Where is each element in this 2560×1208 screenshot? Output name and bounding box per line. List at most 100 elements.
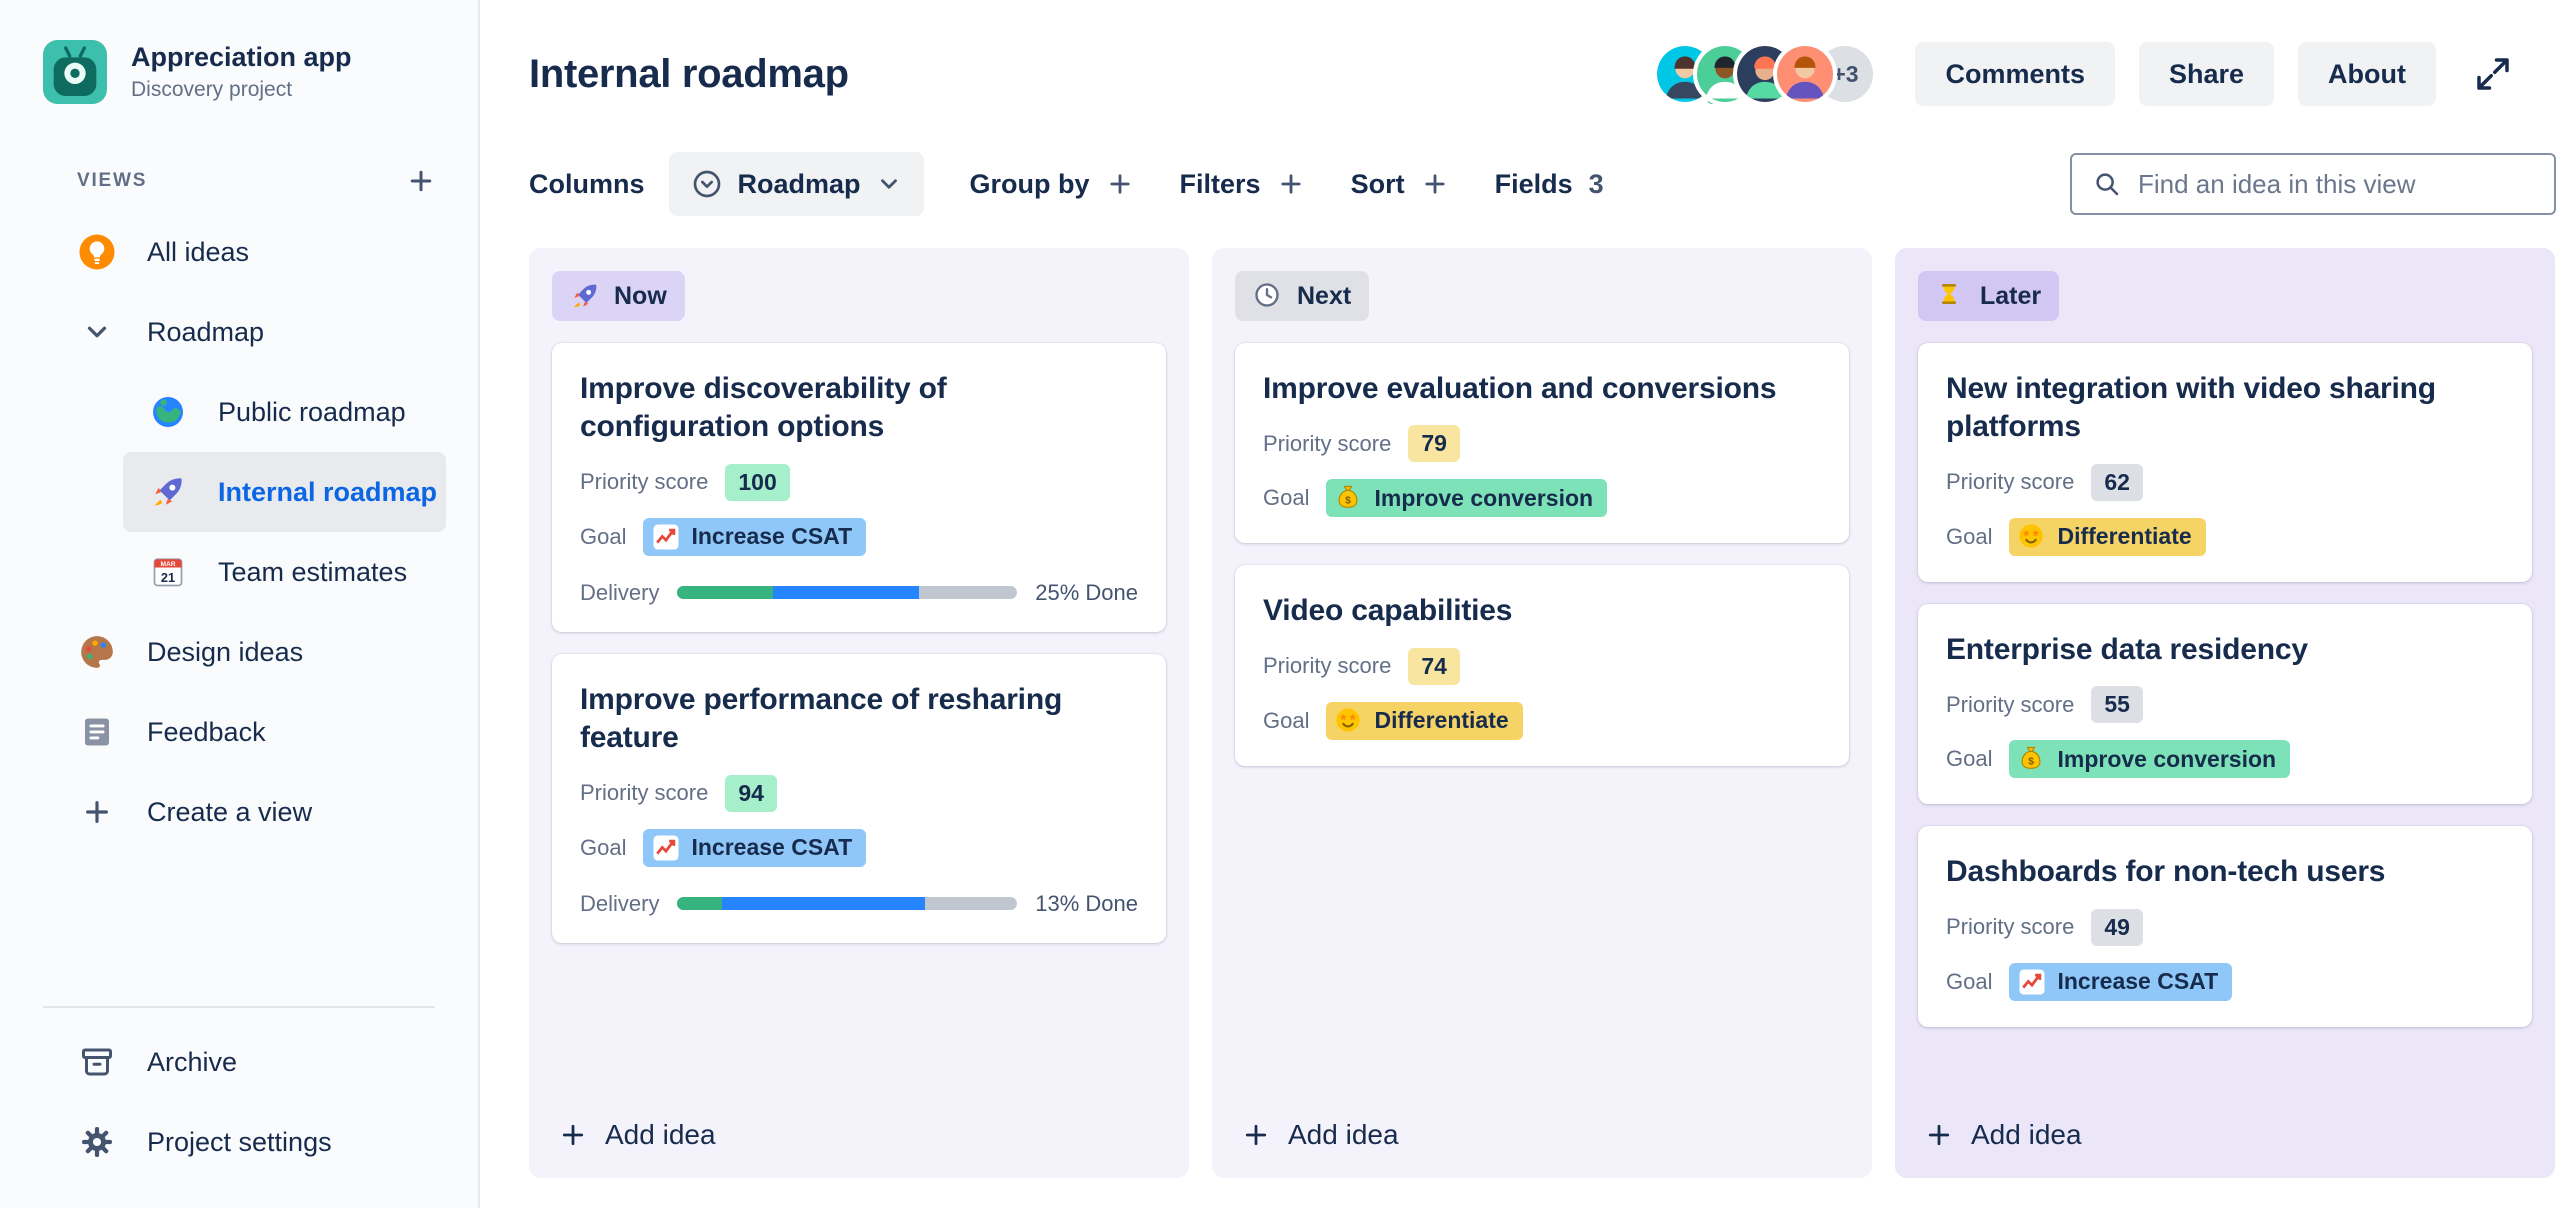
hourglass-icon [1936, 281, 1966, 311]
sidebar-item-feedback[interactable]: Feedback [0, 692, 478, 772]
sidebar-group-roadmap[interactable]: Roadmap [0, 292, 478, 372]
add-idea-label: Add idea [1288, 1119, 1399, 1150]
column-header-chip: Next [1235, 271, 1370, 321]
fields-count: 3 [1588, 168, 1604, 199]
view-selector[interactable]: Roadmap [668, 152, 924, 216]
card-title: Dashboards for non-tech users [1946, 855, 2386, 889]
filters-button[interactable]: Filters [1180, 169, 1305, 200]
sidebar-item-all-ideas[interactable]: All ideas [0, 212, 478, 292]
sidebar-item-label: Team estimates [218, 556, 408, 587]
field-label: Goal [580, 834, 627, 860]
sort-button[interactable]: Sort [1351, 169, 1449, 200]
palette-icon [77, 632, 117, 672]
project-name: Appreciation app [131, 42, 352, 72]
about-button[interactable]: About [2298, 42, 2436, 106]
idea-card[interactable]: Enterprise data residency Priority score… [1918, 603, 2532, 805]
svg-text:MAR: MAR [160, 561, 175, 568]
column-name: Later [1980, 281, 2042, 310]
goal-label: Differentiate [1374, 707, 1509, 734]
add-idea-label: Add idea [605, 1119, 716, 1150]
money-bag-icon: $ [1334, 483, 1364, 513]
add-idea-button[interactable]: Add idea [552, 1109, 1166, 1155]
views-nav: All ideas Roadmap Public roadmap Interna… [0, 212, 478, 852]
sidebar-item-design-ideas[interactable]: Design ideas [0, 612, 478, 692]
plus-icon [1928, 1124, 1950, 1146]
priority-score-badge: 94 [725, 774, 777, 812]
goal-label: Improve conversion [2057, 745, 2277, 772]
priority-score-badge: 49 [2091, 908, 2143, 946]
add-idea-button[interactable]: Add idea [1918, 1109, 2532, 1155]
sidebar-item-internal-roadmap[interactable]: Internal roadmap [123, 452, 446, 532]
field-label: Goal [1946, 746, 1993, 772]
main-content: Internal roadmap [480, 0, 2560, 1208]
goal-label: Increase CSAT [2057, 968, 2219, 995]
column-header-chip: Now [552, 271, 685, 321]
expand-button[interactable] [2470, 51, 2516, 97]
priority-score-badge: 79 [1408, 425, 1460, 463]
field-label: Priority score [1263, 653, 1392, 679]
field-label: Goal [580, 523, 627, 549]
calendar-icon: MAR 21 [148, 552, 188, 592]
delivery-progress-bar [677, 897, 1018, 911]
roadmap-board: Now Improve discoverability of configura… [480, 216, 2560, 1208]
search-input[interactable] [2138, 168, 2534, 200]
svg-text:21: 21 [161, 570, 175, 585]
idea-card[interactable]: Video capabilities Priority score 74 Goa… [1235, 565, 1849, 766]
column-later: Later New integration with video sharing… [1895, 248, 2555, 1178]
priority-score-badge: 62 [2091, 463, 2143, 501]
view-header: Internal roadmap [480, 0, 2560, 108]
app-logo [43, 40, 107, 104]
clock-icon [1253, 281, 1283, 311]
search-box[interactable] [2070, 153, 2556, 215]
field-label: Delivery [580, 890, 660, 916]
goal-badge: Increase CSAT [2009, 962, 2233, 1001]
group-by-button[interactable]: Group by [970, 169, 1134, 200]
add-idea-button[interactable]: Add idea [1235, 1109, 1849, 1155]
goal-badge: Differentiate [1326, 701, 1523, 740]
idea-card[interactable]: New integration with video sharing platf… [1918, 343, 2532, 582]
sidebar-item-label: Create a view [147, 796, 313, 827]
sort-label: Sort [1350, 168, 1405, 199]
plus-icon [1425, 174, 1445, 194]
goal-label: Increase CSAT [691, 523, 853, 550]
views-label: VIEWS [77, 170, 148, 191]
idea-card[interactable]: Improve performance of resharing feature… [552, 653, 1166, 943]
column-now: Now Improve discoverability of configura… [529, 248, 1189, 1178]
sidebar-item-project-settings[interactable]: Project settings [0, 1102, 478, 1182]
rocket-icon [570, 281, 600, 311]
goal-badge: $ Improve conversion [2009, 740, 2291, 779]
comments-button[interactable]: Comments [1915, 42, 2115, 106]
avatar[interactable] [1773, 42, 1838, 106]
share-button[interactable]: Share [2138, 42, 2275, 106]
fields-button[interactable]: Fields 3 [1495, 169, 1604, 200]
chart-up-icon [651, 522, 681, 552]
plus-icon [410, 170, 432, 192]
chevron-down-icon[interactable] [77, 312, 117, 352]
priority-score-badge: 100 [725, 463, 790, 501]
idea-card[interactable]: Improve evaluation and conversions Prior… [1235, 343, 1849, 544]
add-view-button[interactable] [406, 166, 436, 196]
goal-badge: Differentiate [2009, 517, 2206, 556]
goal-badge: Increase CSAT [643, 517, 867, 556]
sidebar-item-archive[interactable]: Archive [0, 1022, 478, 1102]
card-title: Improve discoverability of configuration… [580, 372, 947, 444]
project-header: Appreciation app Discovery project [0, 0, 478, 104]
chart-up-icon [651, 833, 681, 863]
priority-score-badge: 55 [2091, 686, 2143, 724]
project-info: Appreciation app Discovery project [131, 42, 352, 102]
idea-card[interactable]: Dashboards for non-tech users Priority s… [1918, 826, 2532, 1027]
sidebar-item-public-roadmap[interactable]: Public roadmap [123, 372, 446, 452]
sidebar-item-label: Archive [147, 1046, 238, 1077]
priority-score-badge: 74 [1408, 647, 1460, 685]
idea-card[interactable]: Improve discoverability of configuration… [552, 343, 1166, 632]
card-title: Improve performance of resharing feature [580, 682, 1063, 755]
sidebar-item-team-estimates[interactable]: MAR 21 Team estimates [123, 532, 446, 612]
field-label: Goal [1263, 485, 1310, 511]
sidebar-item-label: Design ideas [147, 636, 304, 667]
sidebar-item-label: Roadmap [147, 316, 265, 347]
views-header: VIEWS [0, 166, 478, 196]
header-actions: +3 Comments Share About [1653, 42, 2516, 108]
star-struck-icon [2017, 522, 2047, 552]
sidebar-item-create-view[interactable]: Create a view [0, 772, 478, 852]
rocket-icon [148, 472, 188, 512]
